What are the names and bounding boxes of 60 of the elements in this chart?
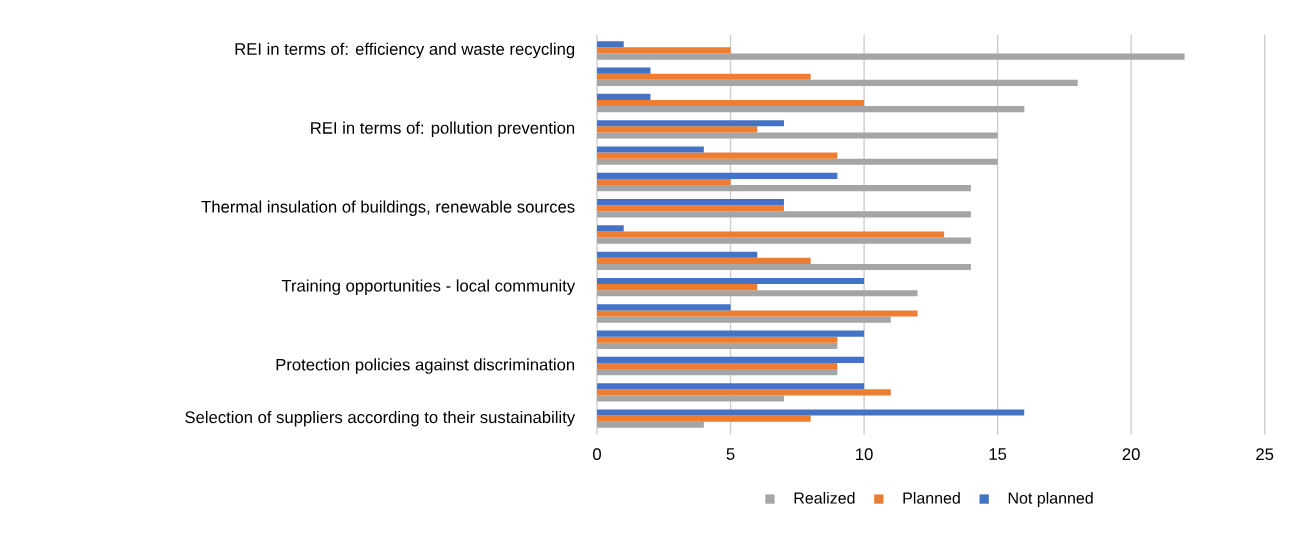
bar	[597, 342, 838, 349]
bar	[597, 105, 1025, 113]
legend-label: Realized	[794, 491, 855, 504]
legend-label: Not planned	[1008, 491, 1093, 507]
bar	[597, 67, 651, 74]
bar	[597, 395, 784, 402]
bar	[597, 211, 971, 218]
bar	[597, 290, 918, 297]
bar	[597, 79, 1078, 86]
bar	[597, 237, 971, 244]
x-tick-label: 0	[593, 448, 601, 460]
x-tick-label: 10	[856, 448, 873, 460]
bar	[597, 119, 784, 127]
x-tick-label: 5	[726, 448, 735, 460]
y-tick-label: Thermal insulation of buildings, renewable sources	[201, 200, 575, 216]
y-tick-label: Selection of suppliers according to their sustainability	[185, 410, 576, 427]
bar	[597, 251, 758, 258]
bar	[597, 257, 811, 264]
bar	[597, 336, 838, 343]
bar	[597, 178, 731, 185]
x-tick-label: 20	[1122, 448, 1140, 460]
bar	[597, 93, 651, 100]
bar	[597, 152, 838, 159]
bar	[597, 146, 704, 153]
x-tick-label: 15	[989, 448, 1007, 460]
bar	[597, 415, 811, 422]
bar	[597, 225, 624, 232]
bar	[597, 382, 865, 390]
bar	[597, 362, 838, 369]
bar	[597, 310, 918, 317]
bar	[597, 73, 811, 80]
bar	[597, 53, 1185, 60]
bar	[597, 277, 865, 284]
bar	[597, 158, 998, 165]
y-tick-label: REI in terms of: pollution prevention	[311, 121, 575, 137]
bar	[597, 283, 758, 291]
legend-label: Planned	[903, 491, 960, 504]
bar	[597, 198, 784, 205]
bar	[597, 330, 865, 337]
bar	[597, 263, 971, 270]
bar	[597, 172, 838, 179]
bar	[597, 231, 945, 238]
bar	[597, 316, 891, 323]
bar	[597, 41, 624, 48]
bar	[597, 356, 865, 363]
bar	[597, 99, 865, 106]
bar	[597, 421, 704, 428]
bar	[597, 47, 731, 54]
bar	[597, 389, 891, 396]
y-tick-label: Protection policies against discrimination	[276, 358, 575, 374]
bar	[597, 368, 838, 376]
bar	[597, 304, 731, 311]
bar	[597, 409, 1025, 416]
y-tick-label: REI in terms of: efficiency and waste recycling	[235, 42, 575, 58]
bar	[597, 184, 971, 191]
bar	[597, 132, 998, 139]
y-tick-label: Training opportunities - local community	[281, 279, 576, 295]
bar	[597, 205, 784, 212]
x-tick-label: 25	[1256, 448, 1274, 460]
bar	[597, 126, 758, 133]
